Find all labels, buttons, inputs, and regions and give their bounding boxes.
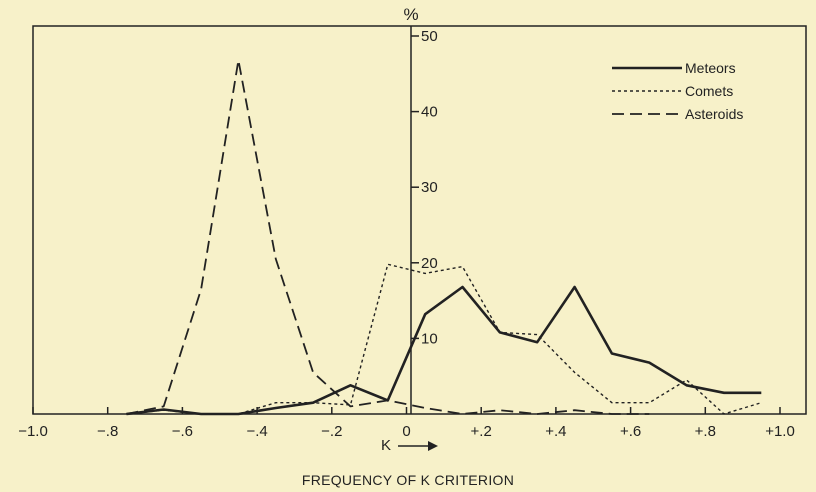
plot-frame (32, 25, 807, 415)
x-tick-label: 0 (402, 423, 410, 440)
x-axis-label: K (381, 437, 391, 454)
x-tick-label: +.6 (620, 423, 641, 440)
x-tick-label: +.8 (695, 423, 716, 440)
x-tick-label: +1.0 (765, 423, 795, 440)
x-tick-label: +.4 (545, 423, 566, 440)
y-tick-label: 10 (421, 330, 438, 347)
y-tick-label: 40 (421, 104, 438, 121)
legend-label-asteroids: Asteroids (685, 106, 743, 122)
y-tick-label: 30 (421, 179, 438, 196)
series-line-asteroids (126, 59, 650, 415)
y-axis-label: % (403, 5, 418, 24)
y-tick-label: 50 (421, 28, 438, 45)
x-tick-label: −.4 (246, 423, 267, 440)
series-line-comets (126, 263, 762, 415)
legend-label-comets: Comets (685, 83, 733, 99)
x-tick-label: −.6 (172, 423, 193, 440)
series-line-meteors (126, 285, 762, 416)
series-lines (126, 59, 762, 416)
x-tick-label: −.2 (321, 423, 342, 440)
figure-caption: FREQUENCY OF K CRITERION (302, 472, 514, 488)
y-tick-label: 20 (421, 255, 438, 272)
x-axis-arrow-icon (398, 441, 438, 451)
x-tick-group: −1.0 −.8 −.6 −.4 −.2 0 +.2 +.4 +.6 +.8 +1.0 (18, 407, 795, 440)
x-tick-label: −.8 (97, 423, 118, 440)
legend: Meteors Comets Asteroids (612, 60, 743, 122)
legend-label-meteors: Meteors (685, 60, 736, 76)
y-tick-group: 10 20 30 40 50 (411, 28, 438, 347)
x-tick-label: −1.0 (18, 423, 48, 440)
x-tick-label: +.2 (471, 423, 492, 440)
